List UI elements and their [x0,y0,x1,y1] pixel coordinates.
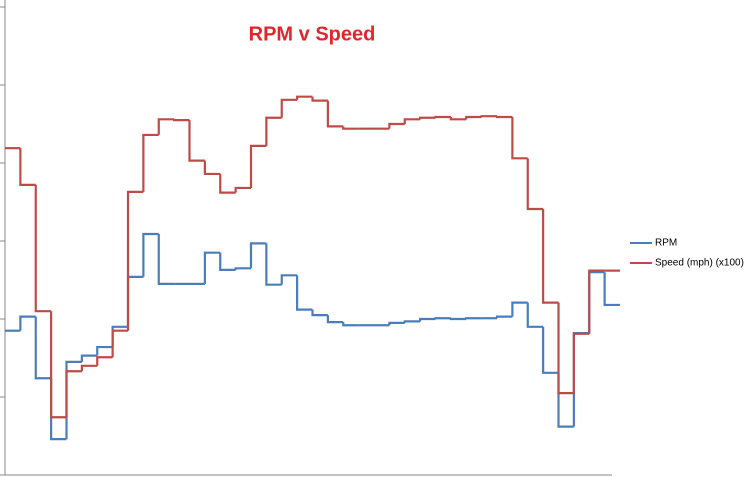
line-step [34,316,52,380]
chart-title: RPM v Speed [249,23,376,45]
line-step [434,115,451,119]
line-step [280,98,298,118]
line-step [111,329,128,358]
line-step [219,173,236,194]
line-step [296,275,313,311]
line-step [234,186,251,193]
line-step [203,251,221,284]
line-step [557,372,574,428]
line-step [203,160,221,176]
line-step [557,302,574,395]
line-step [342,126,359,130]
line-step [572,331,590,427]
line-step [249,242,267,269]
line-step [419,116,436,120]
line-step [572,332,590,394]
line-step [588,271,605,334]
line-step [188,120,205,162]
line-step [157,118,175,135]
line-step [388,122,405,129]
legend-label: Speed (mph) (x100) [655,258,744,269]
line-step [265,116,282,146]
line-step [511,116,528,160]
line-step [265,243,282,286]
line-step [419,317,436,322]
line-step [219,252,236,271]
line-step [50,378,67,441]
line-step [480,115,497,118]
line-step [311,96,328,102]
line-step [449,116,467,121]
line-step [542,326,559,374]
line-step [126,275,144,327]
line-step [326,100,344,128]
line-step [326,315,344,324]
line-step [542,209,559,304]
line-step [280,274,298,285]
line-step [588,269,605,334]
line-step [157,233,175,285]
line-step [249,144,267,188]
line-step [495,115,513,119]
line-step [142,133,159,192]
line-step [126,190,144,331]
line-step [449,317,467,321]
line-step [511,301,528,317]
line-step [34,184,52,313]
line-step [65,360,82,440]
line-step [342,322,359,327]
line-step [465,317,482,320]
line-step [173,119,190,122]
line-step [80,364,98,372]
line-step [495,315,513,319]
line-step [234,267,251,270]
line-step [526,158,544,211]
line-step [96,356,113,366]
line-step [19,315,36,331]
line-step [403,320,421,323]
line-step [403,118,421,124]
line-step [19,148,36,186]
line-step [96,345,113,356]
line-step [65,370,82,418]
line-step [388,321,405,326]
line-step [311,309,328,317]
line-step [50,311,67,419]
line-step [434,317,451,320]
line-step [526,302,544,328]
legend-label: RPM [655,238,677,249]
line-step [603,272,620,307]
line-step [142,232,159,277]
line-step [465,115,482,120]
line-step [80,354,98,362]
line-step [296,95,313,100]
